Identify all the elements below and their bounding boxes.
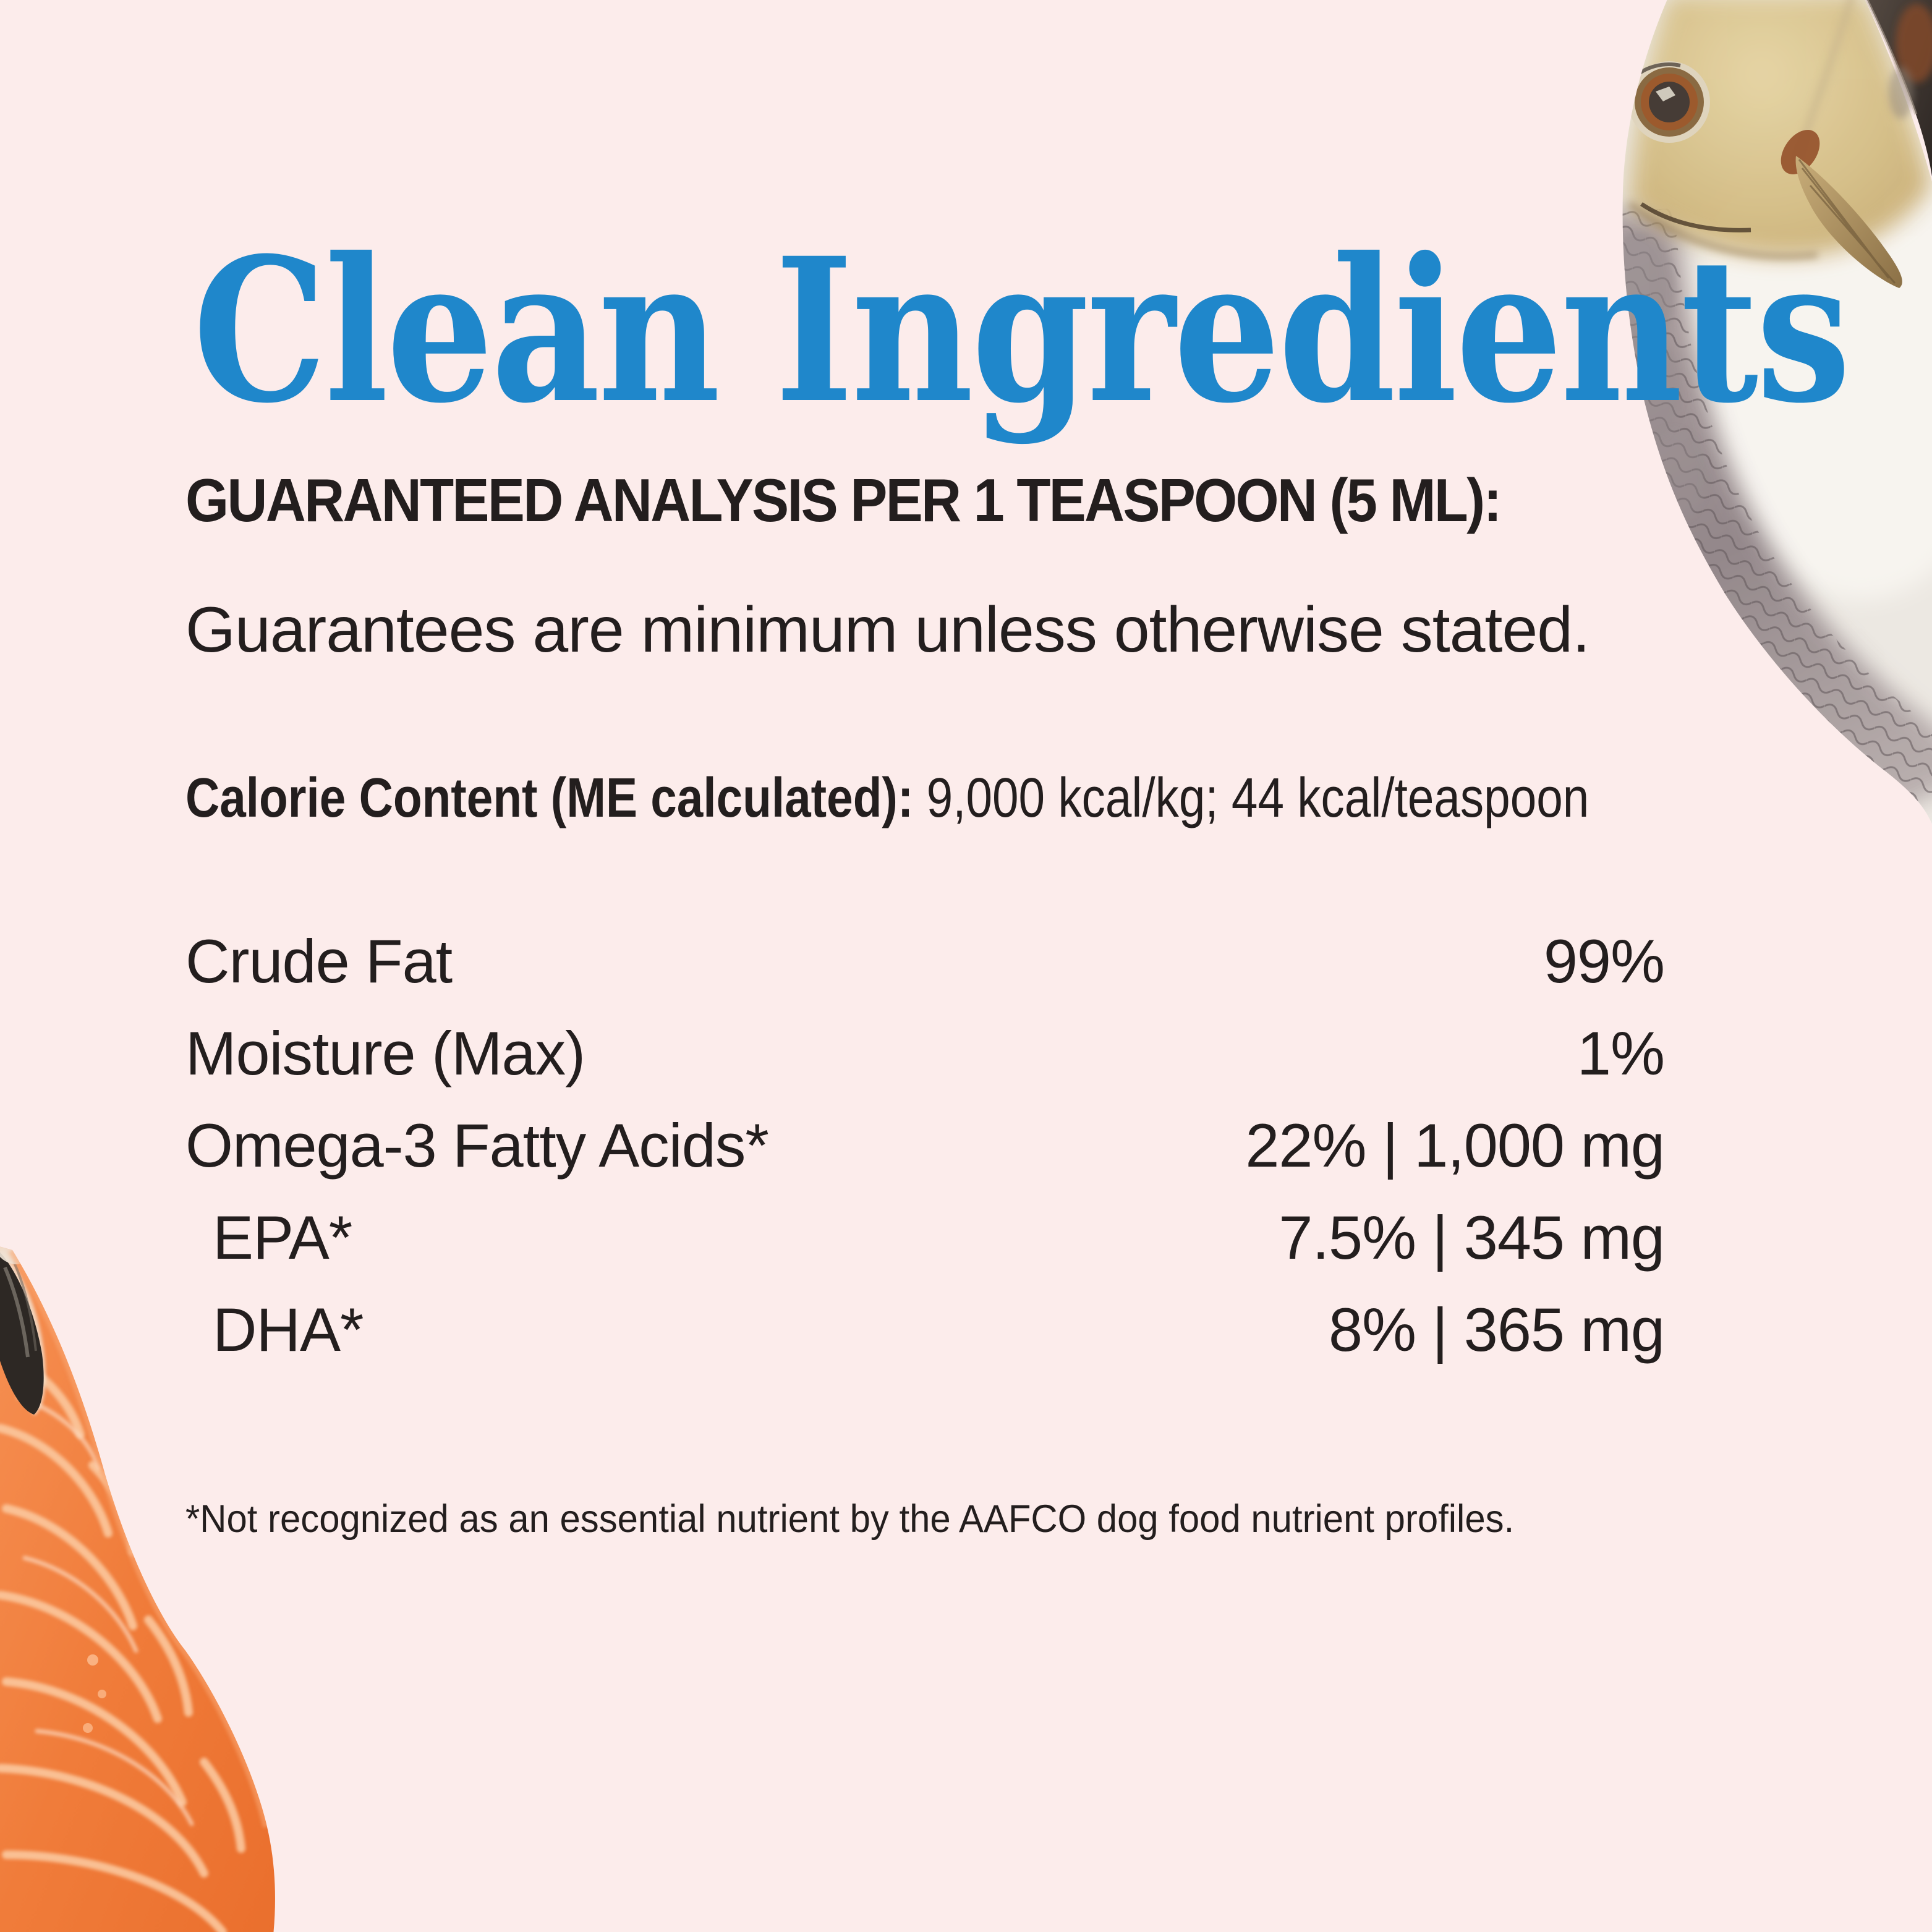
- herring-photo: [1622, 0, 1932, 828]
- second-fish-tail: [1865, 0, 1932, 177]
- row-value: 8% | 365 mg: [1328, 1295, 1665, 1364]
- table-row-epa: EPA* 7.5% | 345 mg: [185, 1191, 1665, 1283]
- page-title: Clean Ingredients: [193, 215, 1851, 447]
- herring-eye: [1628, 61, 1710, 143]
- calorie-content-line: Calorie Content (ME calculated): 9,000 k…: [185, 767, 1589, 831]
- calorie-content-value: 9,000 kcal/kg; 44 kcal/teaspoon: [926, 767, 1589, 829]
- table-row-crude-fat: Crude Fat 99%: [185, 915, 1665, 1007]
- row-label: DHA*: [213, 1295, 364, 1364]
- herring-pectoral-fin: [1781, 129, 1902, 288]
- row-label: Crude Fat: [185, 926, 453, 995]
- row-value: 7.5% | 345 mg: [1279, 1202, 1665, 1272]
- table-row-dha: DHA* 8% | 365 mg: [185, 1283, 1665, 1376]
- table-row-omega3: Omega-3 Fatty Acids* 22% | 1,000 mg: [185, 1099, 1665, 1191]
- guaranteed-analysis-table: Crude Fat 99% Moisture (Max) 1% Omega-3 …: [185, 915, 1665, 1376]
- row-value: 1%: [1577, 1018, 1665, 1087]
- row-label: Omega-3 Fatty Acids*: [185, 1110, 769, 1180]
- table-row-moisture: Moisture (Max) 1%: [185, 1007, 1665, 1099]
- salmon-fillet-photo: [0, 1246, 275, 1932]
- row-value: 22% | 1,000 mg: [1245, 1110, 1665, 1180]
- guaranteed-analysis-subhead: GUARANTEED ANALYSIS PER 1 TEASPOON (5 ML…: [185, 466, 1502, 534]
- calorie-content-label: Calorie Content (ME calculated):: [185, 767, 914, 829]
- row-label: Moisture (Max): [185, 1018, 585, 1087]
- row-label: EPA*: [213, 1202, 352, 1272]
- aafco-footnote: *Not recognized as an essential nutrient…: [185, 1497, 1515, 1541]
- row-value: 99%: [1543, 926, 1665, 995]
- guarantees-note: Guarantees are minimum unless otherwise …: [185, 594, 1590, 666]
